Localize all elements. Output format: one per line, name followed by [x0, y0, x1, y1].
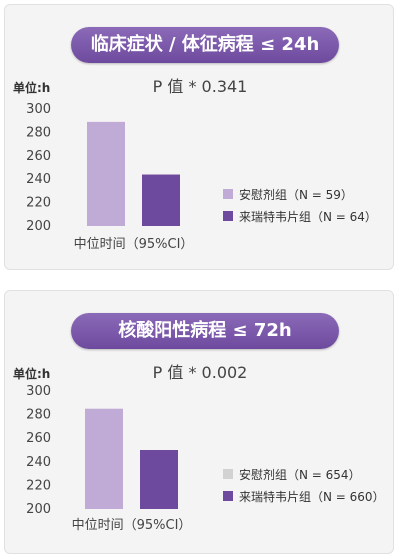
bar-treatment	[140, 450, 178, 509]
legend-item-placebo: 安慰剂组（N = 654）	[223, 463, 385, 485]
bar-placebo	[87, 121, 125, 226]
y-tick-label: 300	[26, 384, 51, 399]
y-tick-label: 260	[26, 149, 51, 164]
y-tick-label: 240	[26, 172, 51, 187]
y-tick-label: 280	[26, 125, 51, 140]
legend: 安慰剂组（N = 59） 来瑞特韦片组（N = 64）	[223, 183, 377, 227]
legend-label-placebo: 安慰剂组（N = 654）	[239, 467, 361, 482]
bar-treatment	[142, 174, 180, 226]
bar-chart: 300 280 260 240 220 200 中位时间（95%CI）	[26, 384, 192, 533]
chart-card-nucleic-acid-duration: 核酸阳性病程 ≤ 72h P 值 * 0.002 单位:h 300 280 260 2…	[4, 290, 394, 554]
legend-label-treatment: 来瑞特韦片组（N = 64）	[239, 209, 377, 224]
legend-item-placebo: 安慰剂组（N = 59）	[223, 183, 377, 205]
y-axis-unit-label: 单位:h	[13, 367, 51, 381]
legend-swatch-treatment	[223, 491, 233, 501]
legend: 安慰剂组（N = 654） 来瑞特韦片组（N = 660）	[223, 463, 385, 507]
chart-card-symptom-duration: 临床症状 / 体征病程 ≤ 24h P 值 * 0.341 单位:h 300 28…	[4, 4, 394, 270]
legend-swatch-placebo	[223, 469, 233, 479]
legend-swatch-placebo	[223, 189, 233, 199]
y-tick-label: 280	[26, 408, 51, 423]
p-value-label: P 值 * 0.341	[152, 77, 248, 96]
y-tick-label: 200	[26, 502, 51, 517]
x-axis-label: 中位时间（95%CI）	[74, 237, 194, 252]
y-tick-label: 300	[26, 102, 51, 117]
y-tick-label: 240	[26, 455, 51, 470]
y-axis-unit-label: 单位:h	[13, 81, 51, 95]
legend-item-treatment: 来瑞特韦片组（N = 660）	[223, 485, 385, 507]
chart-title: 临床症状 / 体征病程 ≤ 24h	[71, 27, 339, 63]
y-tick-label: 220	[26, 478, 51, 493]
legend-item-treatment: 来瑞特韦片组（N = 64）	[223, 205, 377, 227]
legend-label-treatment: 来瑞特韦片组（N = 660）	[239, 489, 385, 504]
legend-swatch-treatment	[223, 211, 233, 221]
y-tick-label: 220	[26, 196, 51, 211]
y-tick-label: 260	[26, 431, 51, 446]
y-tick-label: 200	[26, 219, 51, 234]
legend-label-placebo: 安慰剂组（N = 59）	[239, 187, 353, 202]
x-axis-label: 中位时间（95%CI）	[72, 518, 192, 533]
bar-placebo	[85, 408, 123, 509]
p-value-label: P 值 * 0.002	[152, 363, 248, 382]
bar-chart: 300 280 260 240 220 200 中位时间（95%CI）	[26, 102, 194, 252]
chart-title: 核酸阳性病程 ≤ 72h	[71, 313, 339, 349]
